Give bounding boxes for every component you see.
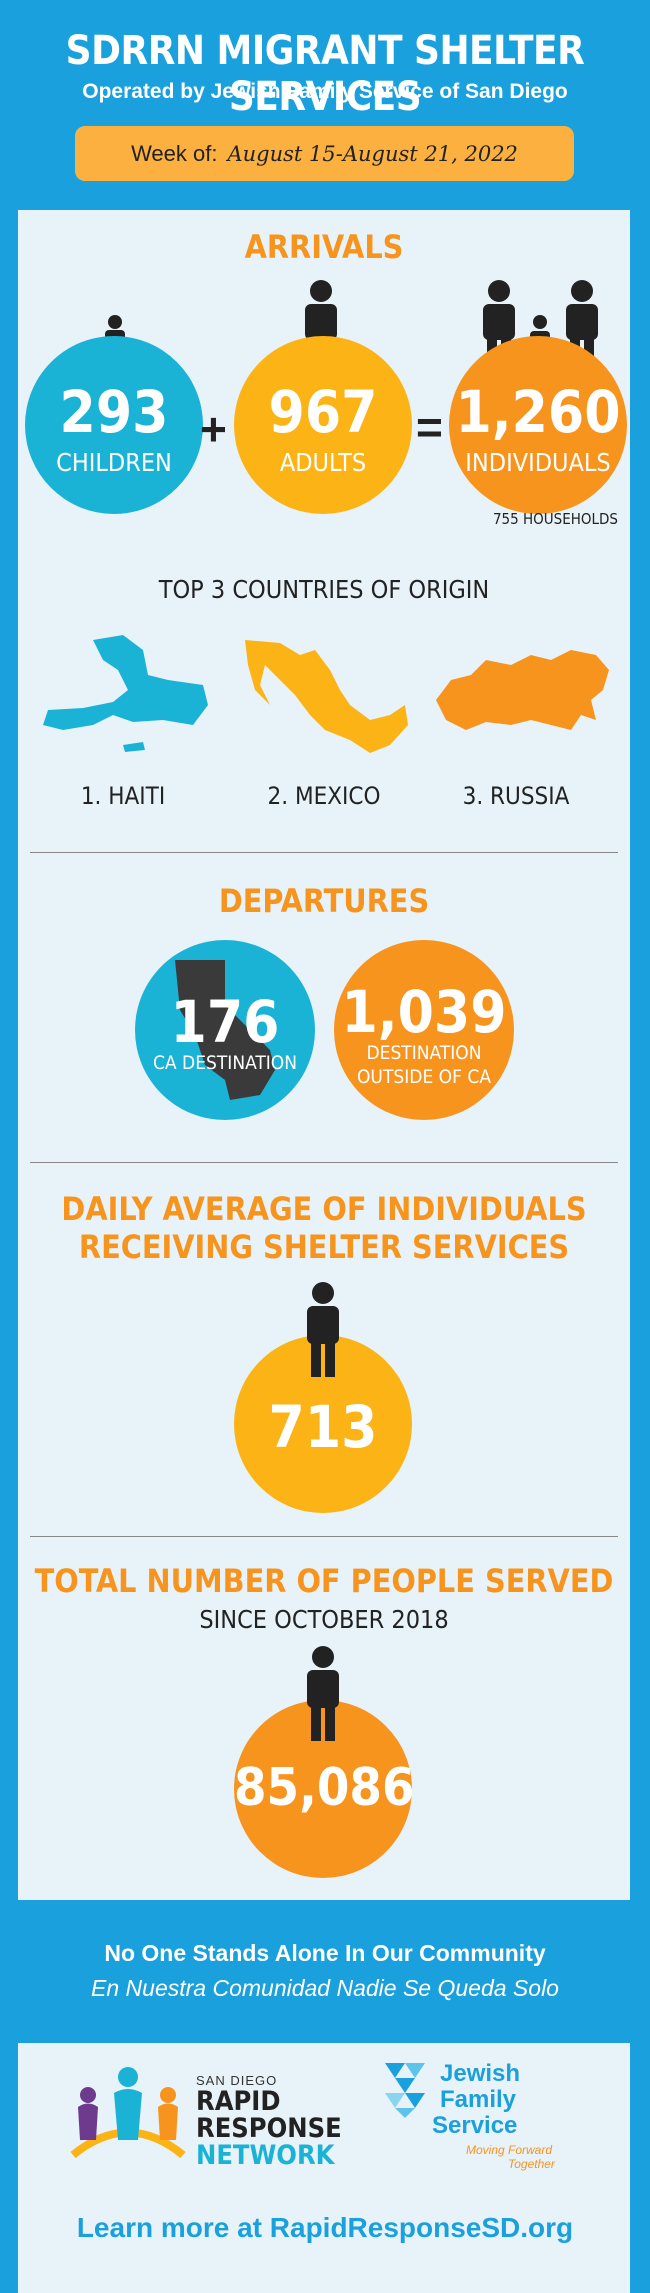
daily-heading-line2: RECEIVING SHELTER SERVICES bbox=[78, 1228, 570, 1266]
daily-average-count: 713 bbox=[268, 1393, 378, 1461]
daily-heading-line1: DAILY AVERAGE OF INDIVIDUALS bbox=[61, 1190, 587, 1228]
week-banner: Week of: August 15-August 21, 2022 bbox=[75, 126, 574, 181]
outside-ca-label-1: DESTINATION bbox=[366, 1042, 482, 1064]
page-title: SDRRN MIGRANT SHELTER SERVICES bbox=[65, 28, 585, 120]
country-label-3: 3. RUSSIA bbox=[462, 782, 570, 810]
mexico-map-icon bbox=[245, 640, 408, 753]
rrn-line3: NETWORK bbox=[196, 2140, 335, 2171]
rrn-line2: RESPONSE bbox=[196, 2113, 342, 2144]
outside-ca-circle: 1,039 DESTINATION OUTSIDE OF CA bbox=[334, 940, 514, 1120]
ca-destination-label: CA DESTINATION bbox=[152, 1052, 298, 1074]
arrivals-heading: ARRIVALS bbox=[244, 228, 404, 266]
jfs-line1: Jewish bbox=[440, 2060, 521, 2087]
countries-heading: TOP 3 COUNTRIES OF ORIGIN bbox=[158, 575, 490, 604]
total-served-circle: 85,086 bbox=[234, 1700, 415, 1878]
total-served-count: 85,086 bbox=[234, 1758, 415, 1818]
jfs-logo-icon bbox=[385, 2063, 425, 2118]
children-circle: 293 CHILDREN bbox=[25, 336, 203, 514]
adults-label: ADULTS bbox=[279, 448, 367, 477]
stats-panel: ARRIVALS 293 CHILDREN + 967 ADULTS = 1,2… bbox=[18, 210, 630, 1900]
jfs-line2: Family bbox=[440, 2086, 517, 2113]
individuals-label: INDIVIDUALS bbox=[465, 448, 611, 477]
learn-more-link[interactable]: Learn more at RapidResponseSD.org bbox=[76, 2212, 574, 2243]
outside-ca-label-2: OUTSIDE OF CA bbox=[356, 1066, 492, 1088]
adults-circle: 967 ADULTS bbox=[234, 336, 412, 514]
divider bbox=[30, 1162, 618, 1163]
divider bbox=[30, 1536, 618, 1537]
outside-ca-count: 1,039 bbox=[341, 978, 507, 1046]
total-subheading: SINCE OCTOBER 2018 bbox=[199, 1605, 449, 1634]
plus-sign: + bbox=[200, 403, 227, 455]
california-map-icon bbox=[175, 960, 275, 1100]
total-heading: TOTAL NUMBER OF PEOPLE SERVED bbox=[34, 1562, 614, 1600]
jfs-tagline-2: Together bbox=[508, 2157, 555, 2171]
rrn-logo-icon bbox=[70, 2067, 186, 2159]
person-icon bbox=[307, 1646, 339, 1741]
ca-destination-count: 176 bbox=[170, 988, 280, 1056]
haiti-map-icon bbox=[43, 635, 208, 752]
children-count: 293 bbox=[59, 378, 169, 446]
individuals-count: 1,260 bbox=[455, 378, 621, 446]
daily-average-circle: 713 bbox=[234, 1335, 412, 1513]
week-dates: August 15-August 21, 2022 bbox=[227, 141, 518, 166]
individuals-circle: 1,260 INDIVIDUALS bbox=[449, 336, 627, 514]
rrn-line1: RAPID bbox=[196, 2086, 281, 2117]
equals-sign: = bbox=[416, 401, 443, 453]
page-subtitle: Operated by Jewish Family Service of San… bbox=[82, 80, 568, 103]
adults-count: 967 bbox=[268, 378, 378, 446]
tagline-english: No One Stands Alone In Our Community bbox=[104, 1940, 546, 1966]
tagline-spanish: En Nuestra Comunidad Nadie Se Queda Solo bbox=[91, 1975, 559, 2001]
country-label-1: 1. HAITI bbox=[80, 782, 166, 810]
country-label-2: 2. MEXICO bbox=[267, 782, 381, 810]
divider bbox=[30, 852, 618, 853]
rrn-small-label: SAN DIEGO bbox=[196, 2073, 278, 2088]
children-label: CHILDREN bbox=[56, 448, 172, 477]
week-label: Week of: bbox=[131, 140, 218, 166]
jfs-tagline-1: Moving Forward bbox=[466, 2143, 553, 2157]
jfs-line3: Service bbox=[432, 2112, 518, 2139]
person-icon bbox=[307, 1282, 339, 1377]
households-count: 755 HOUSEHOLDS bbox=[492, 510, 618, 528]
russia-map-icon bbox=[436, 650, 609, 730]
ca-destination-circle: 176 CA DESTINATION bbox=[135, 940, 315, 1120]
departures-heading: DEPARTURES bbox=[218, 882, 430, 920]
logo-panel: SAN DIEGO RAPID RESPONSE NETWORK Jewish … bbox=[18, 2043, 630, 2293]
